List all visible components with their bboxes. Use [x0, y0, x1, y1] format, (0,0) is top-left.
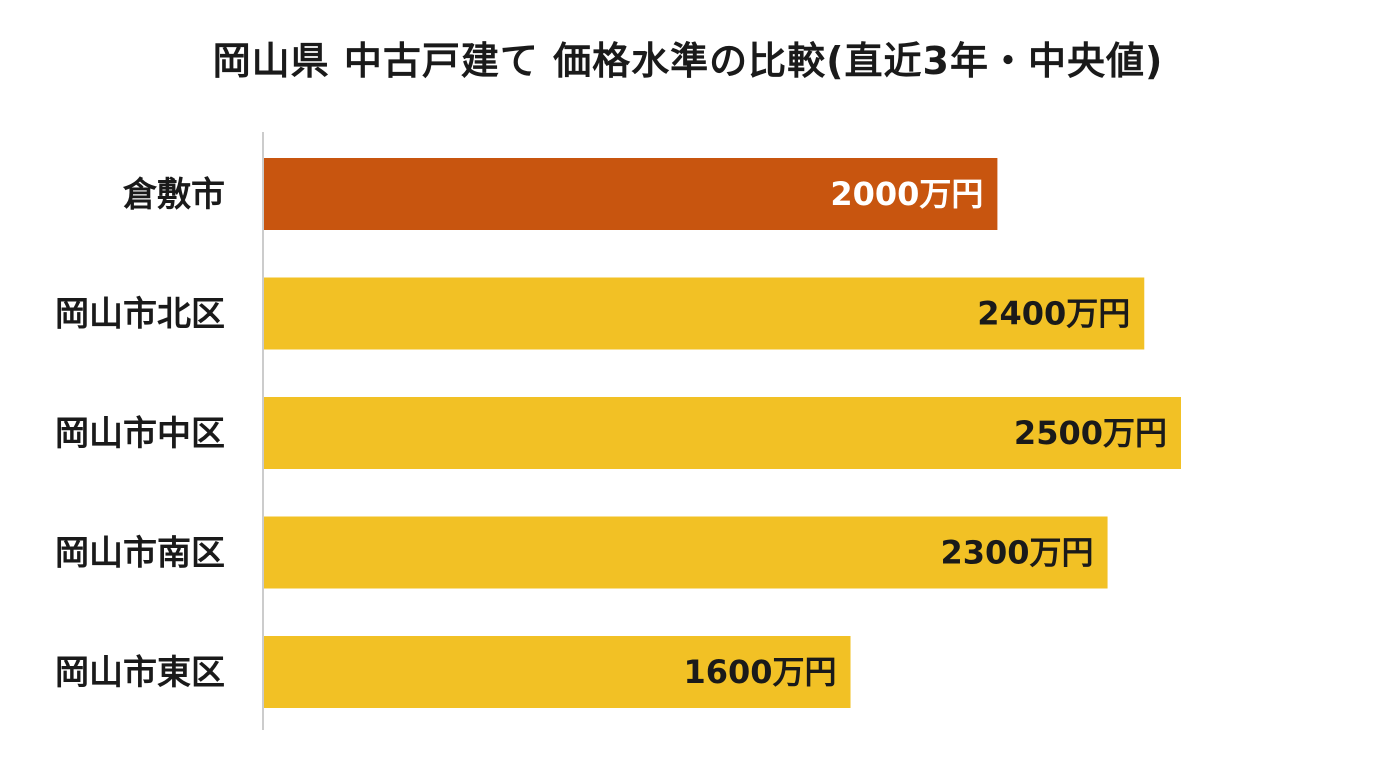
value-label-0: 2000万円 [830, 175, 983, 213]
bar-4 [264, 636, 851, 708]
bar-1 [264, 277, 1145, 350]
category-label-3: 岡山市南区 [55, 534, 225, 574]
chart-title: 岡山県 中古戸建て 価格水準の比較(直近3年・中央値) [212, 39, 1164, 83]
bar-0 [264, 158, 998, 230]
value-label-4: 1600万円 [683, 653, 836, 691]
value-label-2: 2500万円 [1014, 414, 1167, 452]
value-label-1: 2400万円 [977, 295, 1130, 333]
value-label-3: 2300万円 [940, 534, 1093, 572]
category-label-4: 岡山市東区 [55, 653, 225, 693]
bar-3 [264, 516, 1108, 589]
bar-2 [264, 397, 1181, 469]
category-label-2: 岡山市中区 [55, 414, 225, 454]
category-label-1: 岡山市北区 [55, 295, 225, 335]
category-label-0: 倉敷市 [122, 175, 225, 215]
